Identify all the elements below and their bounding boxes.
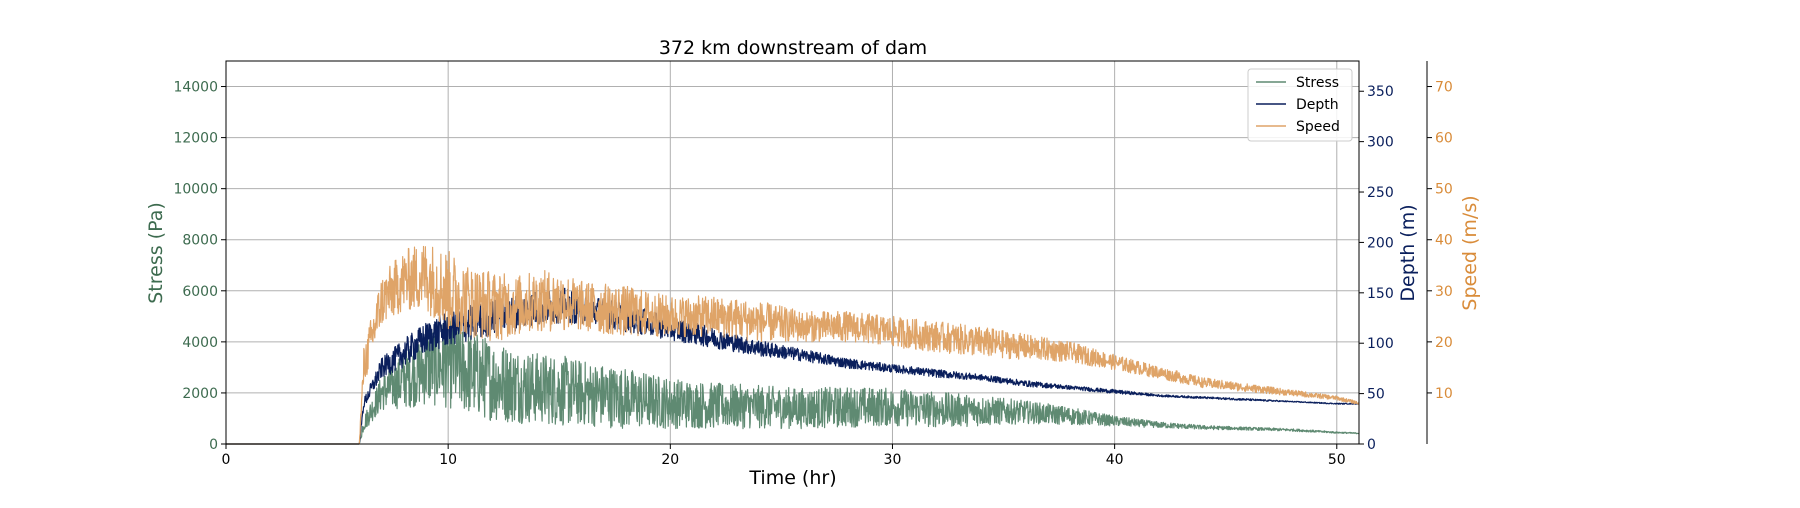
legend-label-stress: Stress xyxy=(1296,75,1339,91)
depth-tick-label: 250 xyxy=(1367,185,1394,201)
speed-tick-label: 50 xyxy=(1435,182,1453,198)
depth-tick-label: 300 xyxy=(1367,135,1394,151)
x-tick-label: 30 xyxy=(884,452,902,468)
stress-tick-label: 14000 xyxy=(173,80,218,96)
legend-label-depth: Depth xyxy=(1296,97,1339,113)
stress-tick-label: 0 xyxy=(209,437,218,453)
speed-tick-label: 30 xyxy=(1435,284,1453,300)
plot-frame xyxy=(225,60,1360,445)
series-line-stress xyxy=(225,317,1360,445)
speed-tick-label: 60 xyxy=(1435,131,1453,147)
chart-title: 372 km downstream of dam xyxy=(659,37,927,59)
speed-tick-label: 20 xyxy=(1435,335,1453,351)
x-tick-label: 0 xyxy=(222,452,231,468)
legend-label-speed: Speed xyxy=(1296,119,1340,135)
speed-axis-label: Speed (m/s) xyxy=(1459,195,1481,310)
legend-box xyxy=(1247,68,1353,142)
speed-tick-label: 70 xyxy=(1435,80,1453,96)
depth-tick-label: 350 xyxy=(1367,84,1394,100)
x-tick-label: 50 xyxy=(1328,452,1346,468)
stress-tick-label: 8000 xyxy=(182,233,218,249)
speed-tick-label: 40 xyxy=(1435,233,1453,249)
stress-tick-label: 2000 xyxy=(182,386,218,402)
speed-tick-label: 10 xyxy=(1435,386,1453,402)
x-axis-label: Time (hr) xyxy=(748,467,836,489)
stress-tick-label: 6000 xyxy=(182,284,218,300)
series-lines xyxy=(225,245,1360,445)
x-tick-label: 10 xyxy=(439,452,457,468)
legend: Stress Depth Speed xyxy=(1247,68,1353,142)
depth-tick-label: 0 xyxy=(1367,437,1376,453)
x-tick-label: 40 xyxy=(1106,452,1124,468)
depth-axis-label: Depth (m) xyxy=(1397,204,1419,301)
depth-tick-label: 200 xyxy=(1367,235,1394,251)
stress-axis-label: Stress (Pa) xyxy=(145,202,167,304)
axes: 0 10 20 30 40 5002000400060008000100001200014… xyxy=(173,60,1453,468)
depth-tick-label: 150 xyxy=(1367,286,1394,302)
x-tick-label: 20 xyxy=(661,452,679,468)
depth-tick-label: 50 xyxy=(1367,387,1385,403)
series-line-speed xyxy=(225,245,1360,445)
depth-tick-label: 100 xyxy=(1367,336,1394,352)
stress-tick-label: 12000 xyxy=(173,131,218,147)
stress-tick-label: 10000 xyxy=(173,182,218,198)
series-line-depth xyxy=(225,286,1360,445)
stress-tick-label: 4000 xyxy=(182,335,218,351)
